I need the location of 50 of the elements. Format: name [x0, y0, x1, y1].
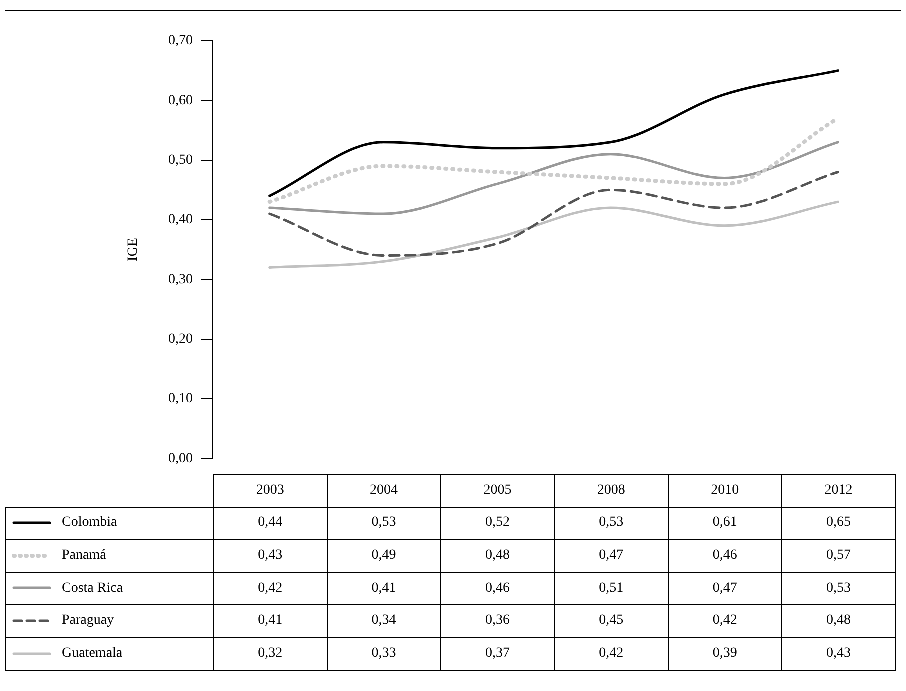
- data-label: 0,41: [327, 572, 441, 605]
- data-label: 0,42: [668, 604, 782, 638]
- legend-label: Costa Rica: [62, 580, 124, 596]
- y-tick-label: 0,40: [168, 212, 193, 228]
- data-label: 0,33: [327, 637, 441, 670]
- x-tick-label: 2008: [554, 474, 668, 508]
- data-label: 0,41: [214, 604, 328, 638]
- data-label: 0,42: [214, 572, 328, 605]
- legend-label: Panamá: [62, 548, 106, 563]
- data-label: 0,42: [554, 637, 668, 670]
- data-label: 0,48: [782, 604, 896, 638]
- data-label: 0,46: [440, 572, 555, 605]
- data-label: 0,49: [327, 540, 441, 572]
- data-label: 0,39: [668, 637, 782, 670]
- data-label: 0,61: [668, 507, 782, 540]
- data-label: 0,46: [668, 540, 782, 572]
- x-tick-label: 2010: [668, 474, 782, 508]
- data-label: 0,53: [782, 572, 896, 605]
- data-label: 0,47: [554, 540, 668, 572]
- x-tick-label: 2003: [214, 474, 328, 508]
- data-label: 0,47: [668, 572, 782, 605]
- y-tick-label: 0,30: [168, 272, 193, 288]
- y-tick-label: 0,70: [168, 34, 193, 49]
- data-label: 0,34: [327, 604, 441, 638]
- x-tick-label: 2004: [327, 474, 441, 508]
- data-label: 0,43: [214, 540, 328, 572]
- y-tick-label: 0,50: [168, 152, 193, 168]
- y-tick-label: 0,10: [168, 392, 193, 407]
- data-label: 0,51: [554, 572, 668, 605]
- data-label: 0,45: [554, 604, 668, 638]
- x-tick-label: 2012: [782, 474, 896, 508]
- y-tick-label: 0,00: [168, 451, 193, 466]
- data-label: 0,43: [782, 637, 896, 670]
- y-axis-title: IGE: [126, 238, 142, 262]
- data-label: 0,57: [782, 540, 896, 572]
- data-label: 0,44: [214, 507, 328, 540]
- y-tick-label: 0,60: [168, 93, 193, 108]
- data-label: 0,52: [440, 507, 555, 540]
- y-tick-label: 0,20: [168, 332, 193, 347]
- data-label: 0,53: [554, 507, 668, 540]
- x-tick-label: 2005: [440, 474, 555, 508]
- data-label: 0,65: [782, 507, 896, 540]
- legend-label: Paraguay: [62, 613, 114, 628]
- legend-label: Colombia: [62, 515, 118, 530]
- data-label: 0,37: [440, 637, 555, 670]
- data-label: 0,48: [440, 540, 555, 572]
- data-label: 0,36: [440, 604, 555, 638]
- data-label: 0,32: [214, 637, 328, 670]
- data-label: 0,53: [327, 507, 441, 540]
- legend-label: Guatemala: [62, 646, 123, 661]
